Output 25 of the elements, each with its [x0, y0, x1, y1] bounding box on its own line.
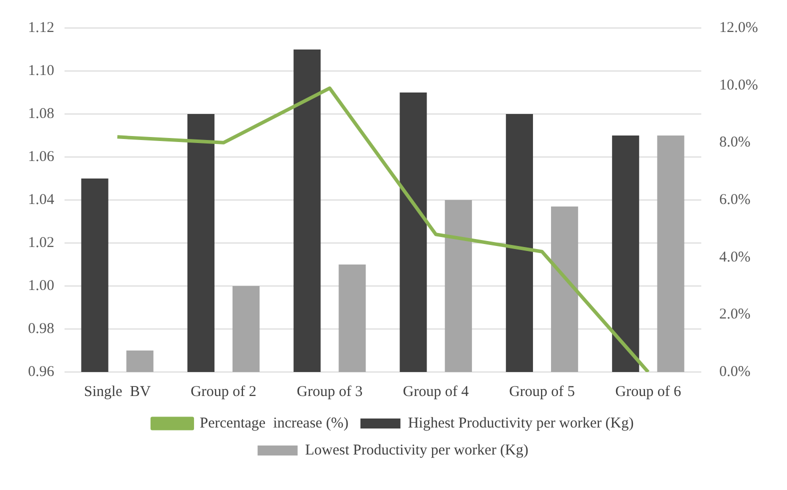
- y-tick-label: 1.08: [28, 106, 54, 122]
- y2-tick-label: 0.0%: [719, 364, 751, 380]
- y-tick-label: 1.06: [28, 148, 55, 165]
- y2-tick-label: 4.0%: [719, 249, 751, 266]
- y2-tick-label: 10.0%: [719, 77, 758, 94]
- y2-tick-label: 12.0%: [719, 20, 758, 36]
- y-tick-label: 1.04: [28, 192, 55, 208]
- y-tick-label: 1.10: [28, 62, 54, 79]
- x-tick-label: Single BV: [84, 384, 151, 400]
- y-tick-label: 1.02: [28, 234, 54, 251]
- y2-tick-label: 6.0%: [719, 192, 751, 208]
- x-tick-label: Group of 2: [190, 384, 256, 400]
- y-tick-label: 1.12: [28, 20, 54, 36]
- x-tick-label: Group of 4: [402, 384, 470, 400]
- x-tick-label: Group of 3: [296, 384, 363, 400]
- y-tick-label: 1.00: [28, 278, 54, 294]
- y-tick-label: 0.96: [28, 364, 55, 380]
- legend-label: Highest Productivity per worker (Kg): [408, 415, 634, 432]
- y-tick-label: 0.98: [28, 320, 54, 337]
- x-tick-label: Group of 5: [509, 384, 575, 400]
- legend-label: Lowest Productivity per worker (Kg): [305, 442, 528, 458]
- x-tick-label: Group of 6: [615, 384, 682, 400]
- legend-label: Percentage increase (%): [200, 415, 348, 432]
- y2-tick-label: 8.0%: [719, 134, 751, 151]
- y2-tick-label: 2.0%: [719, 306, 751, 323]
